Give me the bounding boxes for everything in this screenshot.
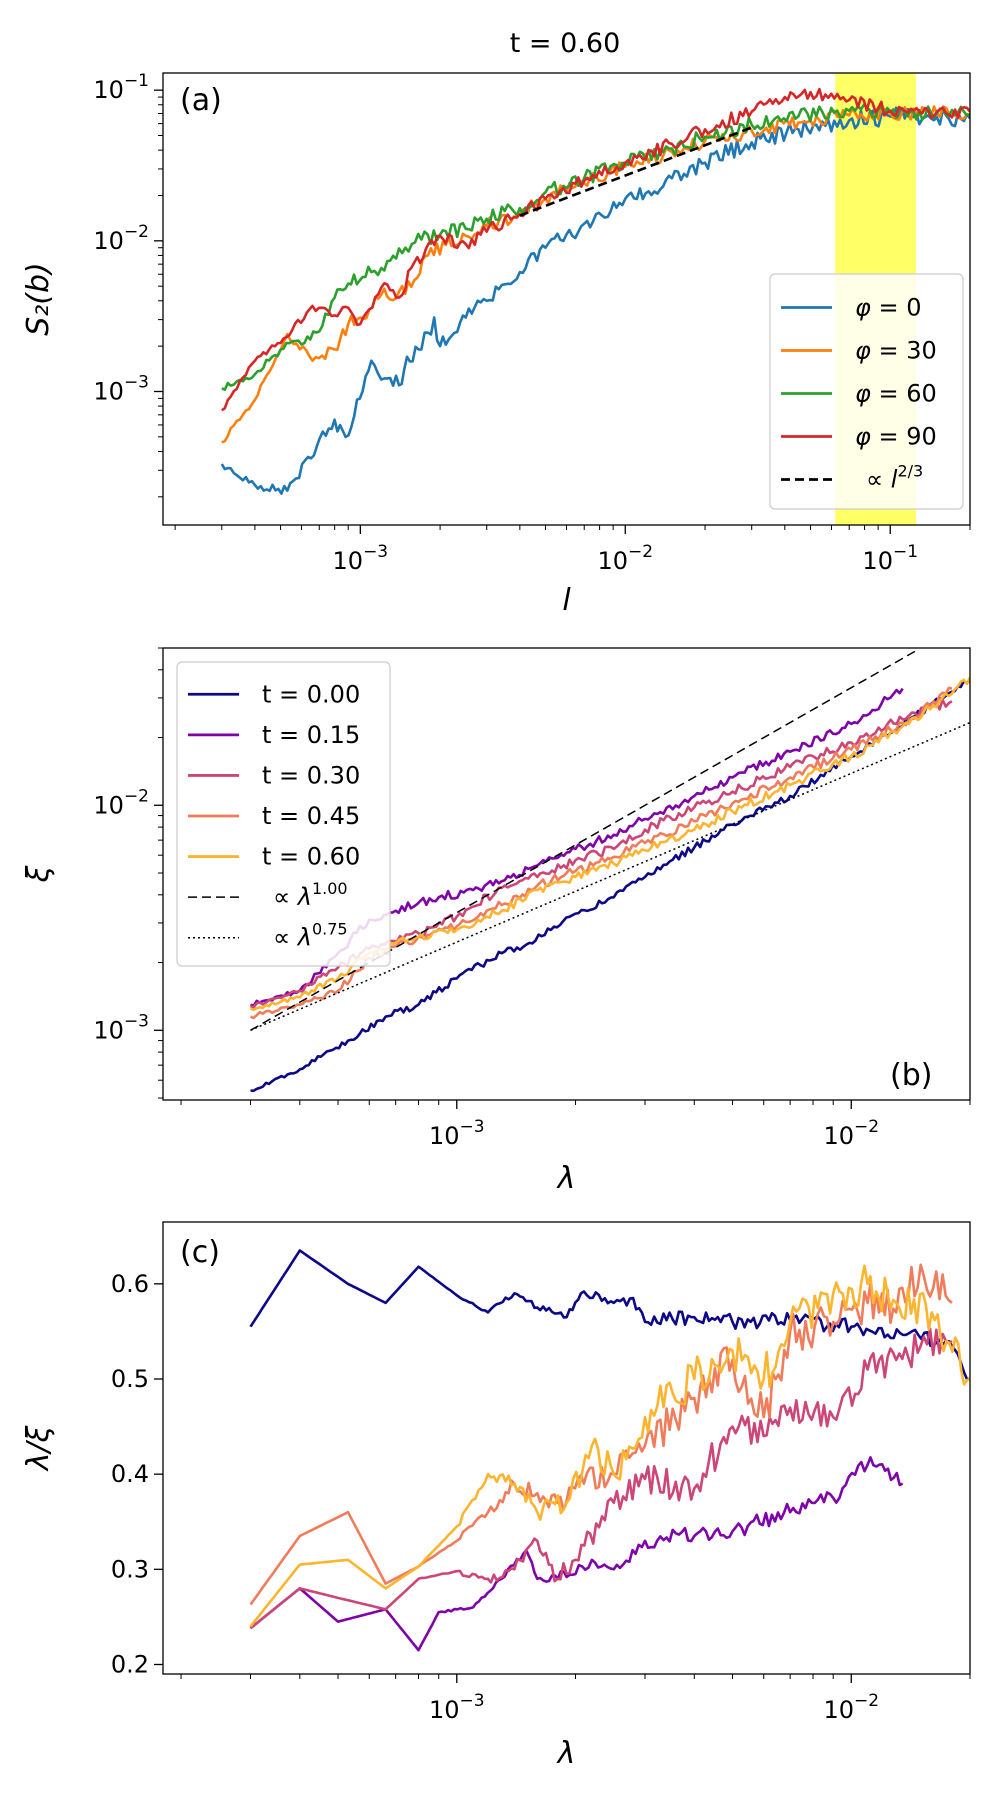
series-line-t-0-30 <box>249 1327 953 1630</box>
y-tick-label: 0.5 <box>111 1365 149 1393</box>
x-axis-label: l <box>562 583 571 618</box>
series-line-t-0-60 <box>249 1264 970 1628</box>
x-tick-label: 10−3 <box>333 542 389 575</box>
y-tick-label: 10−1 <box>93 71 149 104</box>
x-axis-label: λ <box>556 1161 576 1196</box>
panel-label: (a) <box>180 83 222 118</box>
x-tick-label: 10−2 <box>597 542 653 575</box>
series-line-0 <box>220 106 970 495</box>
y-tick-label: 10−3 <box>93 1011 149 1044</box>
y-tick-label: 0.2 <box>111 1650 149 1678</box>
legend-entry-t-0-60: t = 0.60 <box>262 843 360 871</box>
series-line-t-0-00 <box>249 1249 970 1381</box>
legend-entry-l-2-3: ∝ l2/3 <box>866 462 923 494</box>
y-tick-label: 0.6 <box>111 1270 149 1298</box>
y-tick-label: 0.3 <box>111 1555 149 1583</box>
x-tick-label: 10−3 <box>429 1691 485 1724</box>
legend-entry-t-0-30: t = 0.30 <box>262 761 360 789</box>
legend-entry-t-0-45: t = 0.45 <box>262 802 360 830</box>
axes-frame <box>162 1221 971 1675</box>
series-line-60 <box>221 103 970 391</box>
x-tick-label: 10−2 <box>823 1691 879 1724</box>
y-axis-label: ξ <box>21 865 56 883</box>
axes-frame <box>162 647 971 1101</box>
figure-title: t = 0.60 <box>510 28 621 59</box>
panel-c-chart: 10−3 10−2 0.2 0.3 0.4 0.5 0.6 λ λ/ξ (c) <box>21 1221 971 1771</box>
y-tick-label: 10−2 <box>93 786 149 819</box>
legend-entry-t-0-15: t = 0.15 <box>262 721 360 749</box>
legend-entry-30: φ = 30 <box>855 337 937 365</box>
series-line-1-00 <box>250 650 916 1031</box>
y-tick-label: 10−3 <box>93 373 149 406</box>
legend-entry-0-75: ∝ λ0.75 <box>273 920 348 952</box>
series-line-l-2-3 <box>519 126 753 217</box>
series-line-t-0-45 <box>249 1263 953 1606</box>
legend-entry-0: φ = 0 <box>855 294 921 322</box>
panel-label: (b) <box>890 1058 932 1093</box>
x-axis-label: λ <box>556 1736 576 1771</box>
x-tick-label: 10−2 <box>823 1117 879 1150</box>
legend-entry-60: φ = 60 <box>855 380 937 408</box>
x-tick-label: 10−1 <box>862 542 918 575</box>
y-axis-label: S₂(b) <box>21 262 56 336</box>
legend-entry-t-0-00: t = 0.00 <box>262 680 360 708</box>
legend-entry-90: φ = 90 <box>855 423 937 451</box>
legend-box <box>769 273 964 510</box>
panel-label: (c) <box>180 1235 220 1270</box>
y-tick-label: 0.4 <box>111 1460 149 1488</box>
legend: φ = 0 φ = 30 φ = 60 φ = 90 ∝ l2/3 <box>769 273 964 510</box>
legend-box <box>176 661 391 967</box>
legend: t = 0.00 t = 0.15 t = 0.30 t = 0.45 t = 0.60… <box>176 661 391 967</box>
panel-b-chart: 10−3 10−210−310−2λξ(b)t = 0.00t = 0.15t =… <box>21 647 971 1196</box>
series-line-t-0-15 <box>249 1456 904 1652</box>
x-tick-label: 10−3 <box>429 1117 485 1150</box>
series-line-90 <box>221 87 970 412</box>
y-axis-label: λ/ξ <box>21 1425 56 1472</box>
legend-entry-1-00: ∝ λ1.00 <box>273 879 348 911</box>
y-tick-label: 10−2 <box>93 222 149 255</box>
series-line-0-75 <box>250 721 970 1031</box>
